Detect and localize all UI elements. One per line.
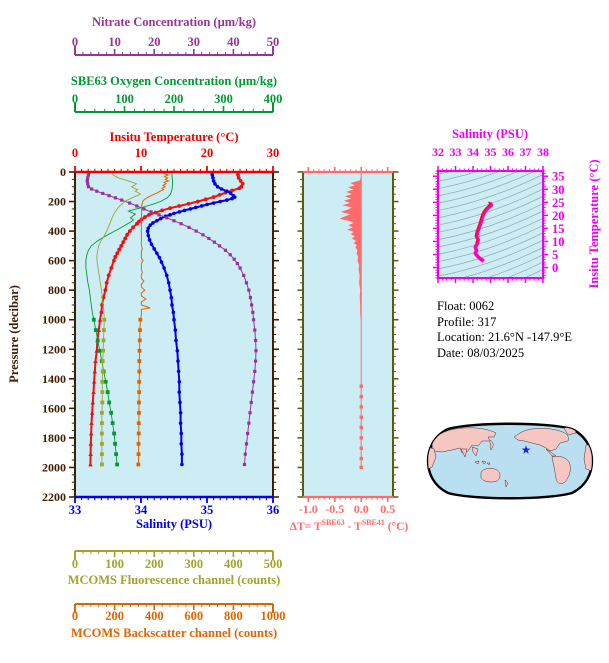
svg-text:10: 10	[135, 146, 148, 160]
svg-text:30: 30	[267, 146, 280, 160]
svg-text:300: 300	[184, 557, 203, 571]
svg-text:25: 25	[552, 196, 565, 210]
svg-text:36: 36	[502, 145, 514, 159]
svg-text:1400: 1400	[42, 372, 66, 386]
svg-text:100: 100	[105, 557, 124, 571]
svg-text:0.5: 0.5	[380, 502, 395, 516]
location-line: Location: 21.6°N -147.9°E	[437, 330, 572, 344]
svg-text:10: 10	[108, 35, 121, 49]
svg-text:400: 400	[48, 224, 66, 238]
svg-text:400: 400	[145, 609, 164, 623]
svg-text:800: 800	[48, 283, 66, 297]
fluorescence-axis: 0 100 200 300 400 500	[72, 550, 283, 571]
ts-plot-title: Salinity (PSU)	[451, 127, 529, 141]
continents	[428, 425, 592, 488]
svg-text:1000: 1000	[261, 609, 286, 623]
date-line: Date: 08/03/2025	[437, 345, 525, 360]
world-map	[426, 422, 594, 500]
delta-t-plot: -1.0 -0.5 0.0 0.5	[297, 167, 399, 516]
svg-text:10: 10	[552, 235, 565, 249]
svg-text:600: 600	[48, 254, 66, 268]
svg-text:1600: 1600	[42, 401, 66, 415]
svg-text:36: 36	[267, 503, 280, 517]
svg-text:37: 37	[520, 145, 532, 159]
svg-text:0: 0	[72, 92, 78, 106]
svg-text:1800: 1800	[42, 431, 66, 445]
oxygen-axis-title: SBE63 Oxygen Concentration (µm/kg)	[70, 74, 278, 88]
svg-text:400: 400	[264, 92, 283, 106]
nitrate-axis-title: Nitrate Concentration (µm/kg)	[91, 15, 257, 29]
float-info-block: Float: 0062 Profile: 317 Location: 21.6°…	[437, 299, 607, 361]
svg-text:5: 5	[552, 248, 558, 262]
svg-text:15: 15	[552, 222, 565, 236]
svg-text:1000: 1000	[42, 313, 66, 327]
float-location-star-marker	[521, 445, 531, 454]
svg-text:300: 300	[214, 92, 233, 106]
nitrate-axis: 0 10 20 30 40 50	[72, 35, 280, 56]
svg-text:500: 500	[264, 557, 283, 571]
svg-text:35: 35	[485, 145, 497, 159]
svg-text:50: 50	[267, 35, 280, 49]
svg-text:0: 0	[72, 146, 78, 160]
salinity-axis-title: Salinity (PSU)	[135, 517, 213, 531]
svg-text:200: 200	[145, 557, 164, 571]
svg-text:20: 20	[201, 146, 214, 160]
svg-text:34: 34	[135, 503, 148, 517]
backscatter-axis-title: MCOMS Backscatter channel (counts)	[70, 626, 278, 640]
backscatter-axis: 0 200 400 600 800 1000	[72, 603, 286, 623]
svg-text:0: 0	[72, 35, 78, 49]
oxygen-axis: 0 100 200 300 400	[72, 92, 283, 113]
svg-text:30: 30	[552, 183, 565, 197]
svg-text:800: 800	[224, 609, 243, 623]
svg-text:35: 35	[201, 503, 214, 517]
svg-text:38: 38	[537, 145, 549, 159]
svg-text:32: 32	[432, 145, 444, 159]
svg-text:-1.0: -1.0	[299, 502, 318, 516]
delta-t-axis-title: ΔT= TSBE63 - TSBE41 (°C)	[289, 518, 409, 533]
svg-text:33: 33	[69, 503, 82, 517]
svg-text:0: 0	[72, 557, 78, 571]
svg-text:20: 20	[552, 209, 565, 223]
svg-text:33: 33	[450, 145, 462, 159]
svg-text:600: 600	[184, 609, 203, 623]
svg-text:0: 0	[72, 609, 78, 623]
svg-text:200: 200	[165, 92, 184, 106]
float-number-line: Float: 0062	[437, 299, 495, 313]
svg-text:0: 0	[60, 165, 66, 179]
svg-text:34: 34	[467, 145, 479, 159]
svg-text:-0.5: -0.5	[325, 502, 344, 516]
svg-text:0: 0	[552, 261, 558, 275]
svg-text:2200: 2200	[42, 490, 66, 504]
svg-text:30: 30	[188, 35, 201, 49]
main-profile-plot: 0200400600800100012001400160018002000220…	[42, 146, 279, 517]
svg-text:400: 400	[224, 557, 243, 571]
svg-text:200: 200	[105, 609, 124, 623]
isopycnal-contours	[438, 171, 543, 278]
svg-text:1200: 1200	[42, 342, 66, 356]
svg-text:40: 40	[227, 35, 240, 49]
svg-text:200: 200	[48, 195, 66, 209]
svg-text:100: 100	[115, 92, 134, 106]
fluorescence-axis-title: MCOMS Fluorescence channel (counts)	[67, 573, 281, 587]
profile-number-line: Profile: 317	[437, 314, 497, 329]
svg-text:2000: 2000	[42, 460, 66, 474]
svg-text:20: 20	[148, 35, 161, 49]
temperature-axis-title: Insitu Temperature (°C)	[109, 130, 239, 144]
svg-text:0.0: 0.0	[354, 502, 369, 516]
svg-text:35: 35	[552, 170, 565, 184]
